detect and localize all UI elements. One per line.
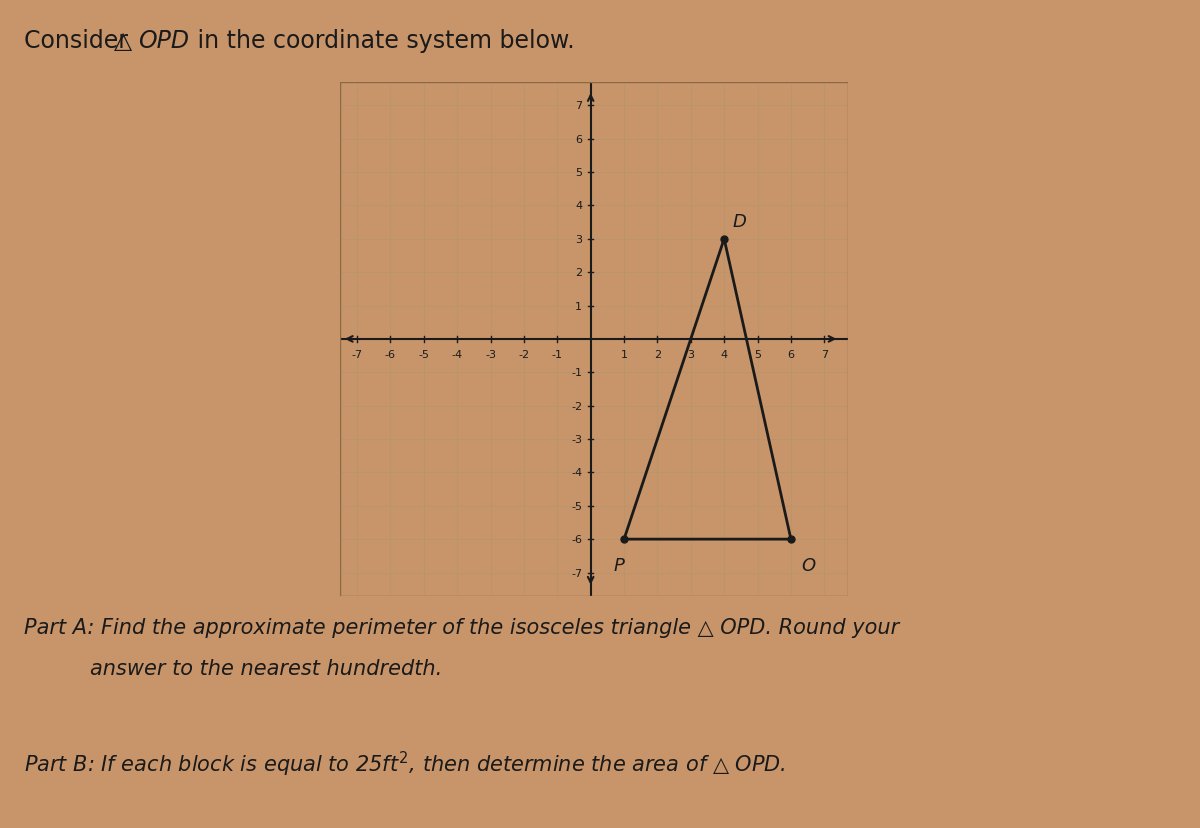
Text: -5: -5 (571, 501, 582, 511)
Text: -7: -7 (352, 349, 362, 359)
Text: Consider: Consider (24, 29, 136, 53)
Text: 4: 4 (721, 349, 727, 359)
Text: -5: -5 (419, 349, 430, 359)
Text: OPD: OPD (138, 29, 190, 53)
Text: 3: 3 (688, 349, 695, 359)
Text: -4: -4 (451, 349, 463, 359)
Text: in the coordinate system below.: in the coordinate system below. (190, 29, 575, 53)
Text: -3: -3 (571, 435, 582, 445)
Text: P: P (613, 556, 624, 574)
Text: 6: 6 (575, 134, 582, 144)
Text: -4: -4 (571, 468, 582, 478)
Text: -1: -1 (552, 349, 563, 359)
Text: 6: 6 (787, 349, 794, 359)
Text: 2: 2 (575, 267, 582, 278)
Text: 5: 5 (575, 168, 582, 178)
Text: 7: 7 (575, 101, 582, 111)
Text: 1: 1 (575, 301, 582, 311)
Text: D: D (732, 213, 746, 231)
Text: 7: 7 (821, 349, 828, 359)
Text: 5: 5 (754, 349, 761, 359)
Text: -1: -1 (571, 368, 582, 378)
Text: -6: -6 (571, 535, 582, 545)
Text: O: O (800, 556, 815, 574)
Text: 2: 2 (654, 349, 661, 359)
Text: 4: 4 (575, 201, 582, 211)
Text: -7: -7 (571, 568, 582, 578)
Text: -3: -3 (485, 349, 496, 359)
Text: Part A: Find the approximate perimeter of the isosceles triangle △ OPD. Round yo: Part A: Find the approximate perimeter o… (24, 617, 899, 637)
Text: 3: 3 (575, 234, 582, 244)
Text: 1: 1 (620, 349, 628, 359)
Text: △: △ (114, 29, 139, 53)
Text: -2: -2 (518, 349, 529, 359)
Text: Part B: If each block is equal to 25$ft^2$, then determine the area of △ OPD.: Part B: If each block is equal to 25$ft^… (24, 749, 786, 778)
Text: -6: -6 (385, 349, 396, 359)
Text: -2: -2 (571, 401, 582, 412)
Text: answer to the nearest hundredth.: answer to the nearest hundredth. (90, 658, 443, 678)
